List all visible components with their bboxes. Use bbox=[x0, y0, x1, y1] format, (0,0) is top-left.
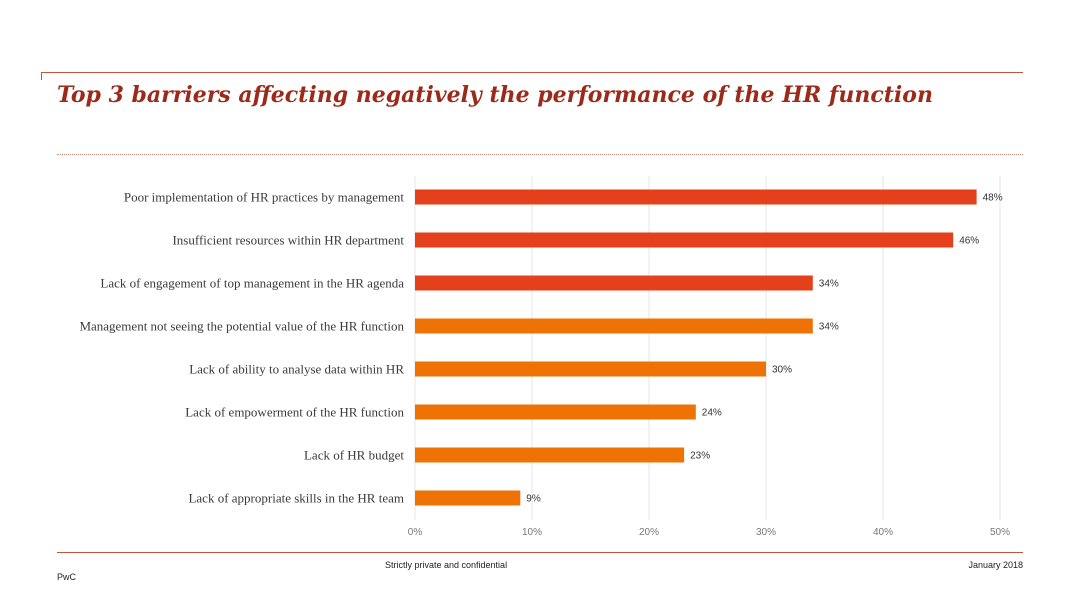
value-label: 24% bbox=[702, 408, 722, 419]
x-tick-label: 20% bbox=[639, 527, 659, 538]
category-label: Lack of ability to analyse data within H… bbox=[189, 362, 404, 377]
category-label: Lack of appropriate skills in the HR tea… bbox=[188, 491, 404, 506]
category-label: Lack of engagement of top management in … bbox=[100, 276, 404, 291]
x-tick-label: 40% bbox=[873, 527, 893, 538]
category-label: Poor implementation of HR practices by m… bbox=[124, 190, 405, 205]
x-tick-label: 30% bbox=[756, 527, 776, 538]
value-label: 46% bbox=[959, 236, 979, 247]
category-label: Management not seeing the potential valu… bbox=[79, 319, 404, 334]
bar bbox=[415, 318, 813, 334]
bar bbox=[415, 490, 521, 506]
footer-date: January 2018 bbox=[968, 560, 1023, 570]
chart-x-axis: 0% 10% 20% 30% 40% 50% bbox=[408, 527, 1010, 538]
category-label: Lack of HR budget bbox=[304, 448, 404, 463]
value-label: 9% bbox=[526, 494, 541, 505]
confidential-note: Strictly private and confidential bbox=[385, 560, 508, 570]
chart-value-labels: 48% 46% 34% 34% 30% 24% 23% 9% bbox=[526, 193, 1002, 505]
value-label: 30% bbox=[772, 365, 792, 376]
x-tick-label: 0% bbox=[408, 527, 423, 538]
x-tick-label: 50% bbox=[990, 527, 1010, 538]
bar bbox=[415, 447, 685, 463]
footer-brand: PwC bbox=[57, 572, 77, 582]
category-label: Insufficient resources within HR departm… bbox=[172, 233, 404, 248]
bar bbox=[415, 361, 766, 377]
x-tick-label: 10% bbox=[522, 527, 542, 538]
chart-bars bbox=[415, 189, 977, 506]
value-label: 23% bbox=[690, 451, 710, 462]
top-rule-tick bbox=[41, 72, 42, 80]
bar bbox=[415, 404, 696, 420]
value-label: 34% bbox=[819, 279, 839, 290]
footer-rule bbox=[57, 552, 1023, 553]
value-label: 48% bbox=[983, 193, 1003, 204]
page-title: Top 3 barriers affecting negatively the … bbox=[57, 82, 933, 108]
value-label: 34% bbox=[819, 322, 839, 333]
top-rule bbox=[41, 72, 1023, 73]
bar bbox=[415, 189, 977, 205]
title-divider bbox=[57, 154, 1023, 155]
bar bbox=[415, 275, 813, 291]
category-label: Lack of empowerment of the HR function bbox=[185, 405, 404, 420]
chart-gridlines bbox=[414, 176, 1001, 520]
chart-category-labels: Poor implementation of HR practices by m… bbox=[79, 190, 404, 506]
bar bbox=[415, 232, 954, 248]
